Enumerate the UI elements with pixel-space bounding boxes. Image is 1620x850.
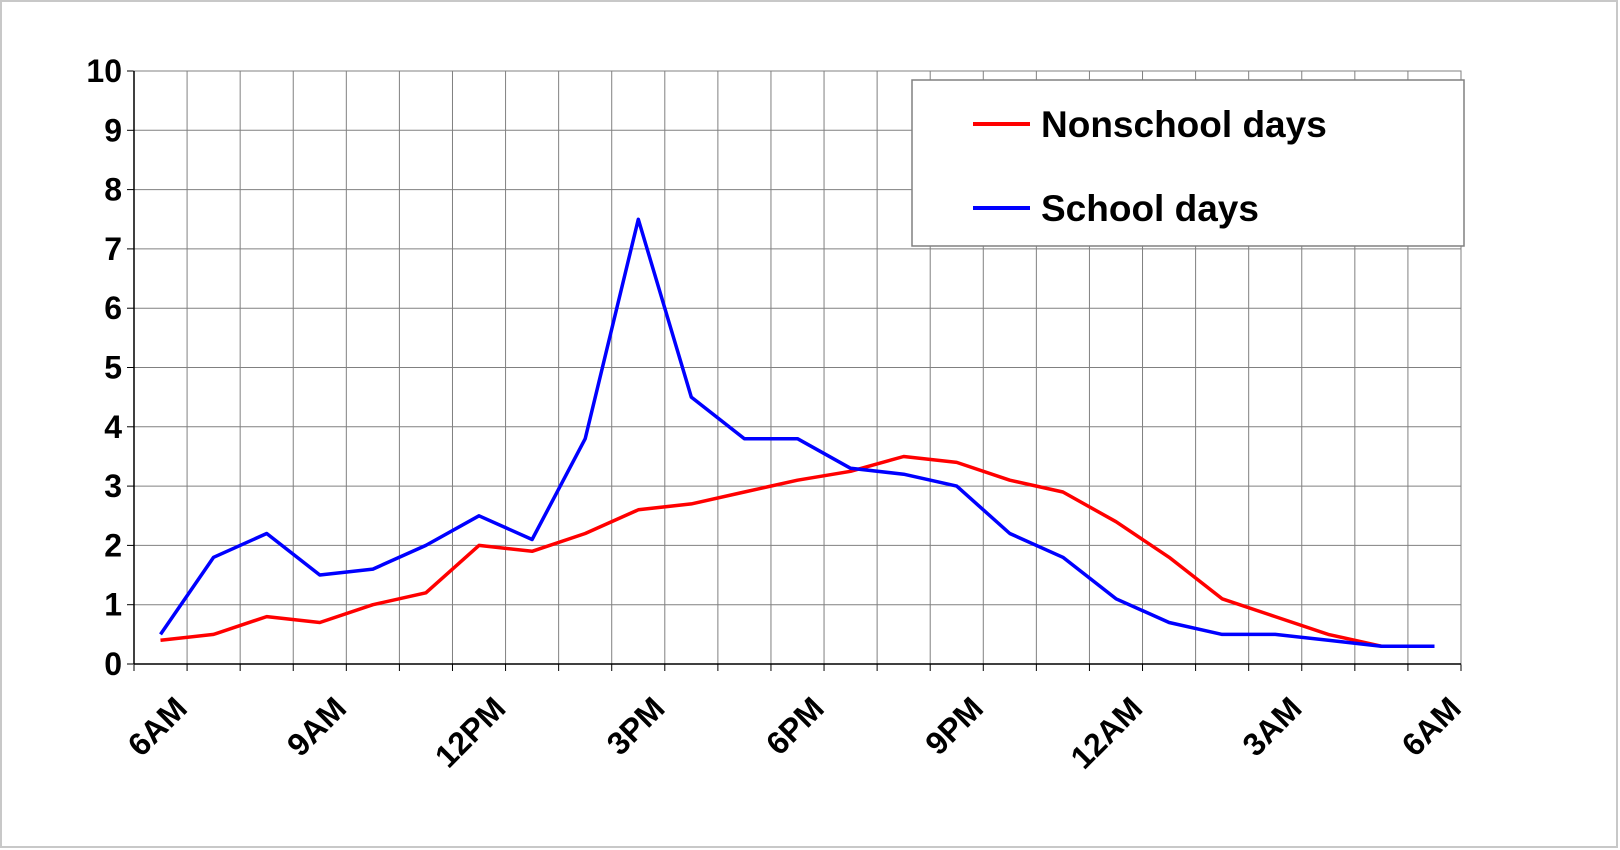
y-tick-label: 5: [104, 350, 122, 386]
legend-label: School days: [1041, 188, 1259, 229]
y-tick-label: 1: [104, 587, 122, 623]
legend-label: Nonschool days: [1041, 104, 1327, 145]
series-line: [159, 217, 1435, 648]
y-tick-label: 4: [104, 409, 122, 445]
y-tick-label: 9: [104, 112, 122, 148]
series-line: [160, 454, 1435, 648]
y-tick-label: 7: [104, 231, 122, 267]
y-tick-label: 6: [104, 290, 122, 326]
y-tick-label: 0: [104, 646, 122, 682]
y-tick-label: 3: [104, 468, 122, 504]
y-tick-label: 10: [86, 53, 122, 89]
legend-box: [911, 79, 1465, 247]
y-tick-label: 2: [104, 527, 122, 563]
y-tick-label: 8: [104, 172, 122, 208]
